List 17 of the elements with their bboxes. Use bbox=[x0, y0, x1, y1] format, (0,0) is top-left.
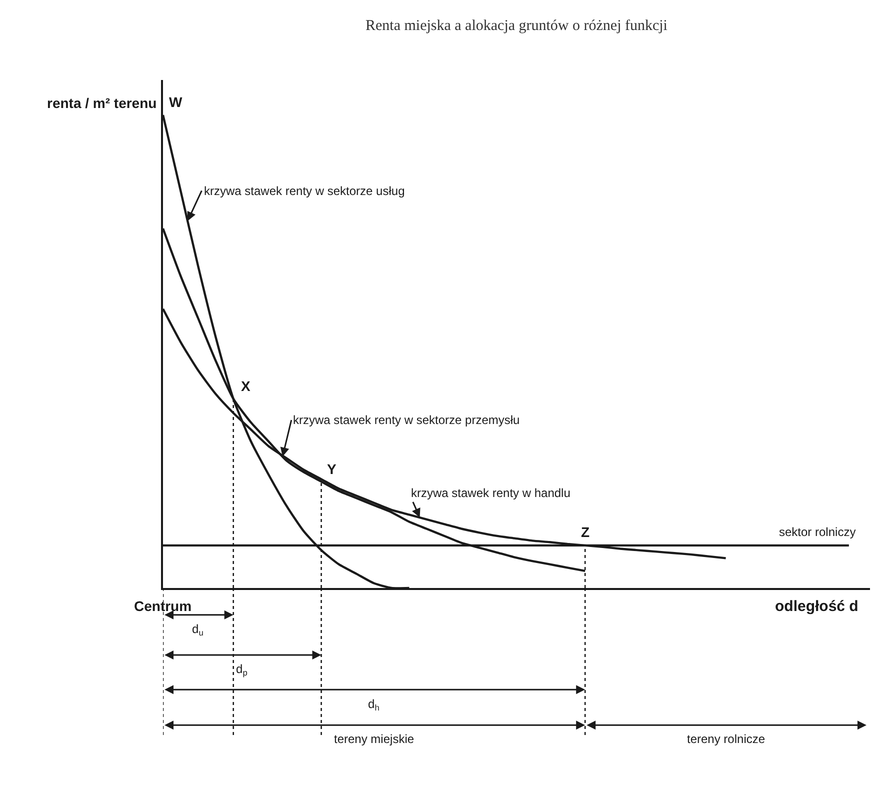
series-label: sektor rolniczy bbox=[779, 525, 856, 539]
text: krzywa stawek renty w sektorze przemysłu bbox=[293, 413, 520, 427]
text: tereny rolnicze bbox=[687, 732, 766, 746]
text: d$_{h}$ bbox=[368, 697, 380, 713]
y-axis-title: renta / m² terenu bbox=[47, 95, 157, 111]
annotation: Z bbox=[581, 524, 590, 540]
series-label: krzywa stawek renty w handlu bbox=[411, 486, 570, 500]
annotation: X bbox=[241, 378, 251, 394]
x-axis-title: odległość d bbox=[775, 598, 858, 615]
series-label: krzywa stawek renty w sektorze usług bbox=[204, 184, 405, 198]
annotation: Y bbox=[327, 461, 337, 477]
text: Centrum bbox=[134, 598, 192, 614]
text: W bbox=[169, 94, 183, 110]
text: d$_{p}$ bbox=[236, 662, 248, 678]
text: d$_{u}$ bbox=[192, 622, 204, 638]
chart-title: Renta miejska a alokacja gruntów o różnej funkcji bbox=[366, 18, 668, 34]
text: tereny miejskie bbox=[334, 732, 414, 746]
